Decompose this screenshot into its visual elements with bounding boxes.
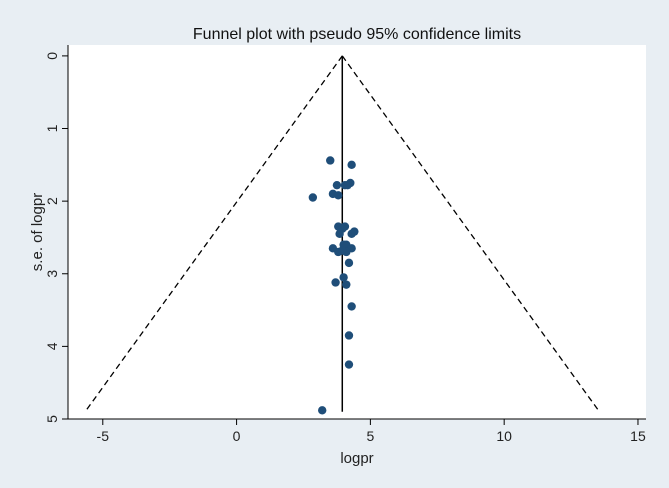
study-point (331, 278, 340, 287)
study-point (347, 229, 356, 239)
x-tick-label: 10 (496, 428, 512, 444)
study-point (335, 229, 344, 239)
x-axis-title: logpr (340, 450, 373, 467)
study-point (347, 160, 356, 170)
x-tick-label: -5 (97, 428, 110, 444)
study-point (332, 180, 342, 190)
y-tick-label: 0 (44, 52, 60, 60)
study-point (347, 302, 356, 311)
y-tick-label: 5 (44, 415, 60, 423)
x-tick-label: 0 (233, 428, 241, 444)
study-point (344, 360, 354, 369)
x-tick-label: 5 (366, 428, 374, 444)
y-tick-label: 2 (44, 197, 60, 205)
chart-title: Funnel plot with pseudo 95% confidence l… (193, 26, 521, 43)
upper-confidence-limit-line (341, 55, 599, 410)
y-tick-label: 1 (44, 124, 60, 132)
y-tick-label: 4 (44, 342, 60, 350)
study-point (344, 258, 354, 268)
study-point (344, 331, 354, 340)
lower-confidence-limit-line (86, 55, 343, 410)
study-point (334, 191, 343, 200)
study-point (342, 280, 351, 289)
y-tick-label: 3 (44, 270, 60, 278)
study-point (338, 246, 347, 255)
study-point (343, 180, 352, 190)
study-point (318, 406, 327, 415)
study-point (326, 156, 335, 165)
y-axis-title: s.e. of logpr (29, 193, 46, 271)
study-point (339, 273, 348, 282)
x-tick-label: 15 (630, 428, 646, 444)
study-point (308, 193, 318, 202)
